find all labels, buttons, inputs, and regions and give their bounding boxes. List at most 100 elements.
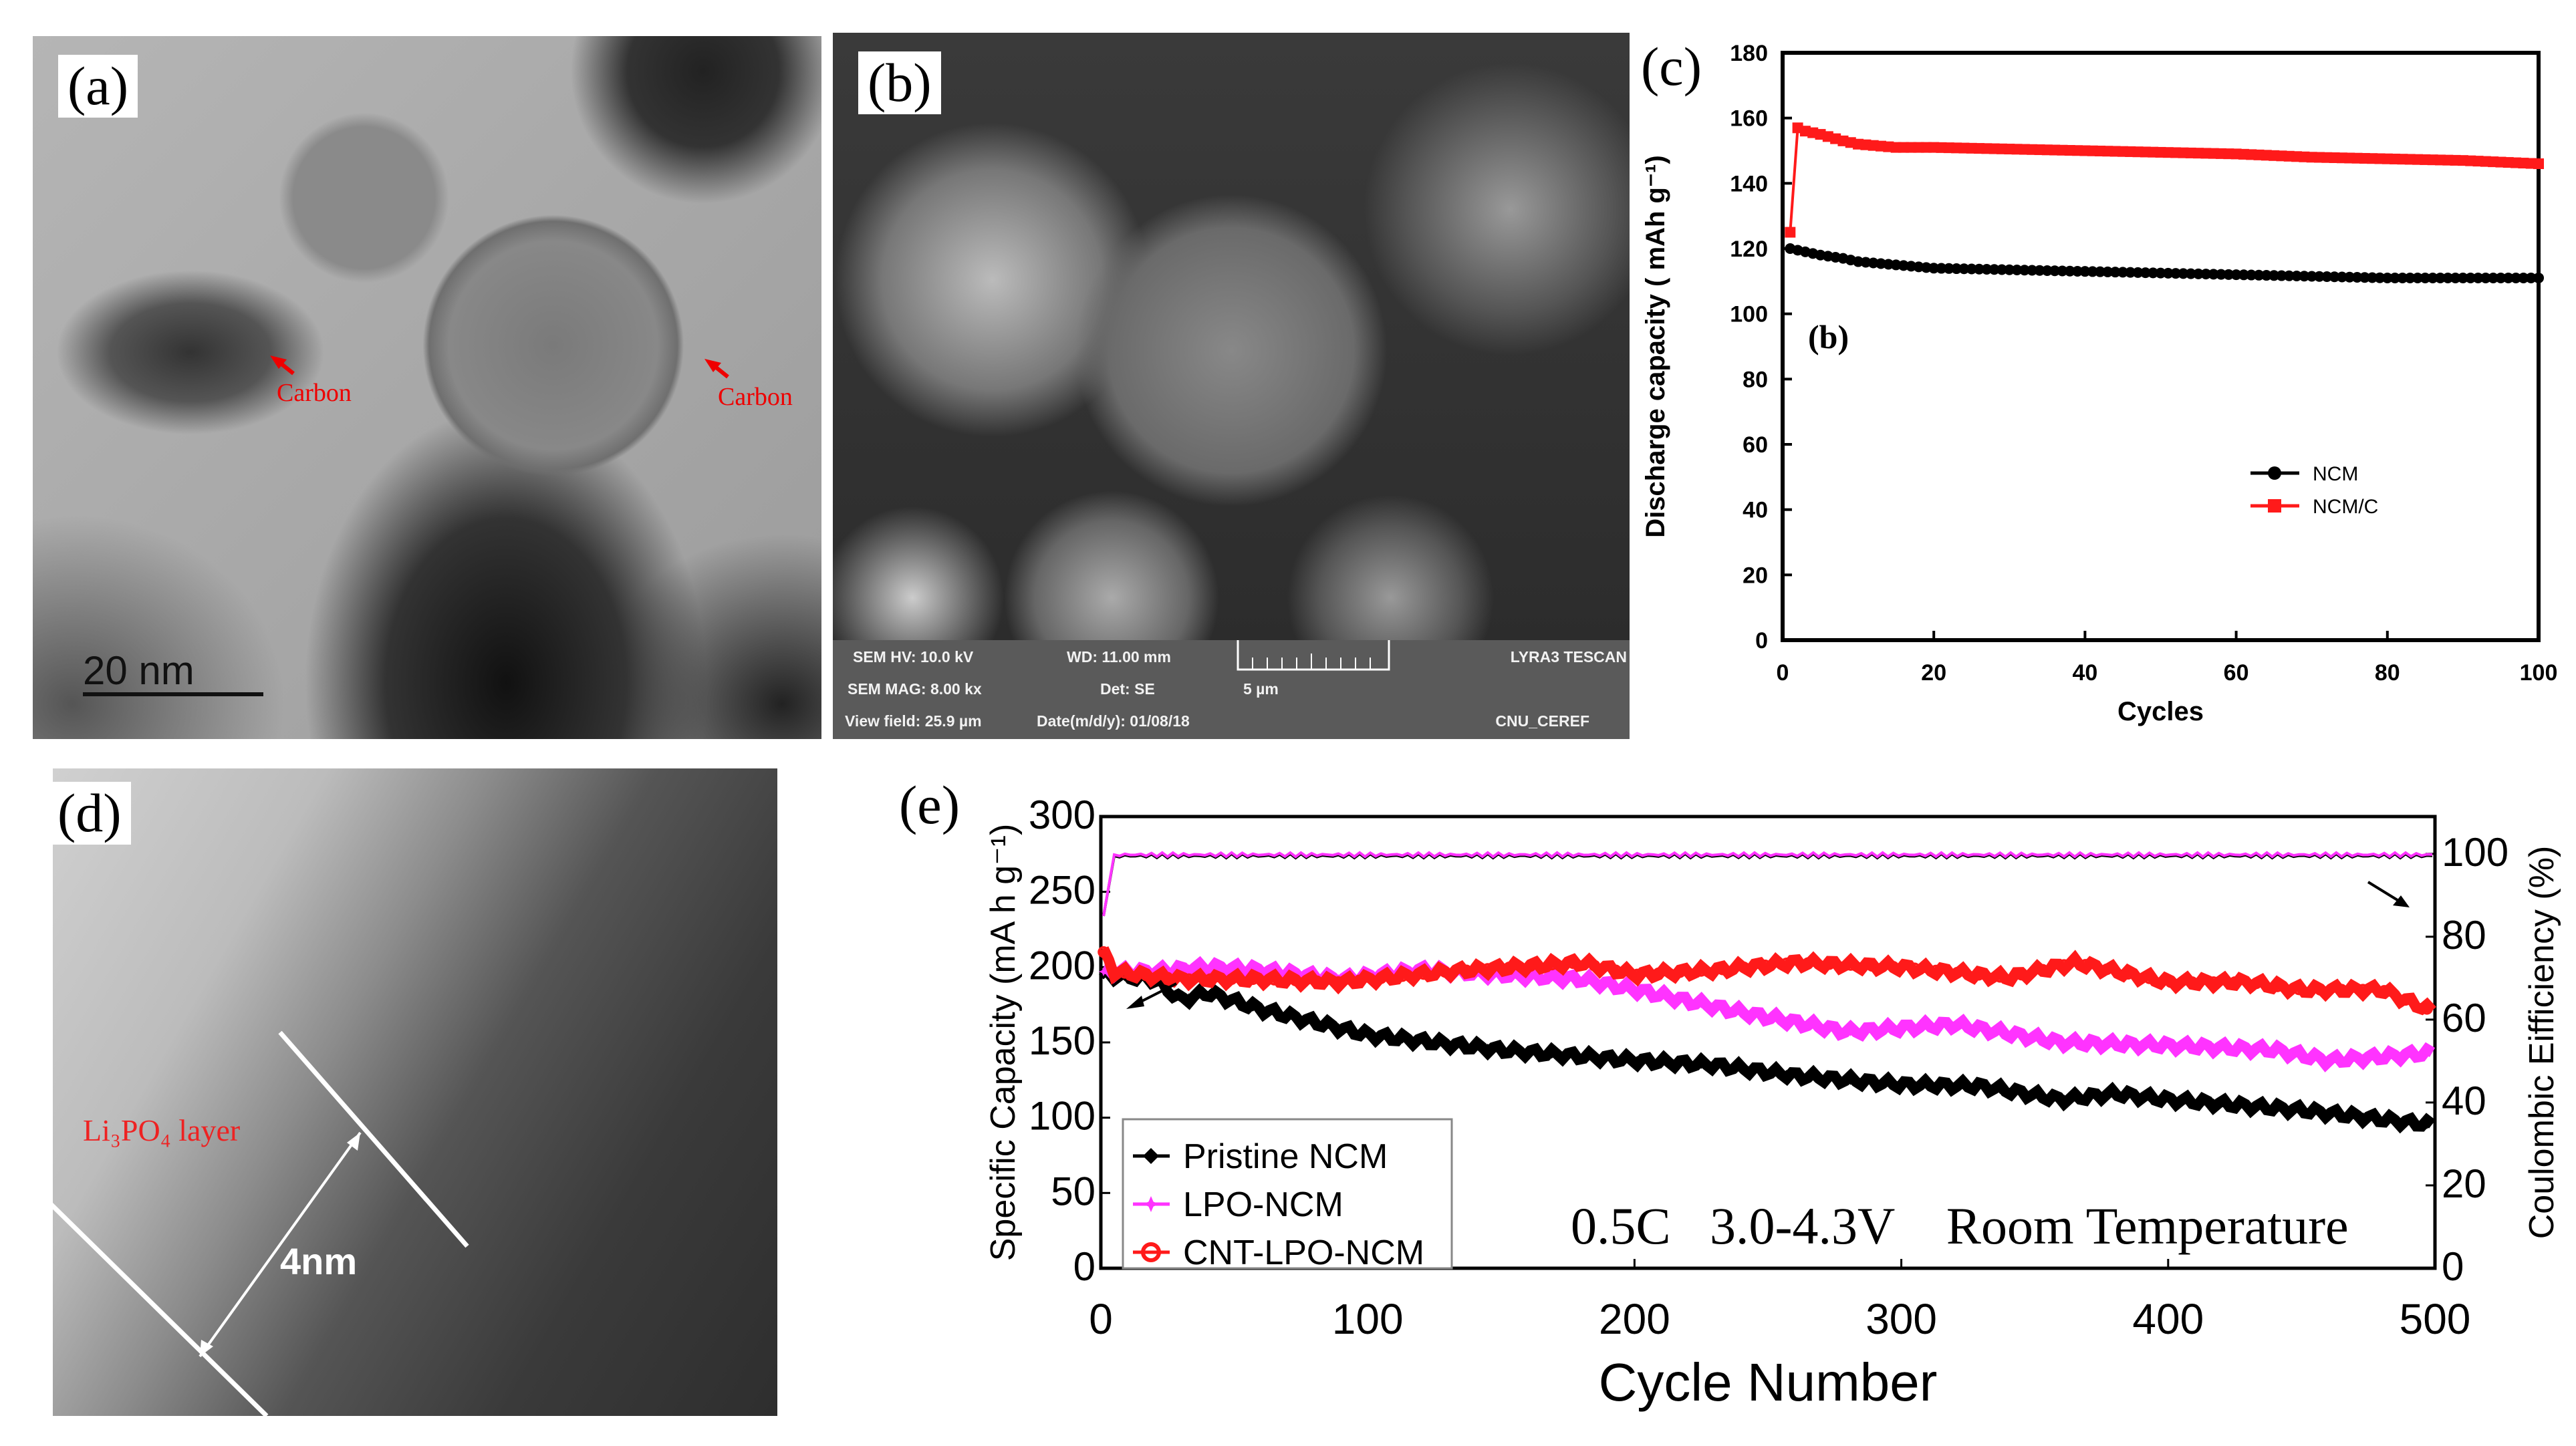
data-point	[1781, 1069, 1791, 1079]
data-point	[2081, 1038, 2091, 1048]
data-point	[2299, 271, 2310, 282]
data-point	[2144, 1040, 2154, 1050]
data-point	[1440, 1038, 1450, 1048]
data-point	[2442, 272, 2454, 283]
data-point	[2268, 499, 2281, 513]
data-point	[1182, 973, 1195, 986]
data-point	[1567, 957, 1579, 970]
data-point	[2421, 1003, 2433, 1015]
data-point	[1716, 963, 1728, 976]
data-point	[2404, 272, 2416, 283]
y-tick-label: 80	[1743, 367, 1768, 392]
y-tick-label: 250	[1029, 868, 1096, 913]
data-point	[2132, 267, 2144, 278]
data-point	[2207, 976, 2220, 988]
data-point	[1227, 964, 1237, 974]
data-point	[1781, 957, 1793, 970]
y-tick-label: 160	[1730, 106, 1768, 132]
data-point	[1461, 1041, 1471, 1051]
data-point	[2294, 1050, 2304, 1060]
data-point	[2187, 1042, 2197, 1052]
data-point	[2038, 1091, 2048, 1101]
legend-label: CNT-LPO-NCM	[1183, 1234, 1424, 1272]
legend-label: LPO-NCM	[1183, 1185, 1343, 1224]
data-point	[2230, 1100, 2240, 1110]
data-point	[1205, 962, 1215, 972]
data-point	[1867, 1077, 1877, 1087]
y-tick-label: 150	[1029, 1018, 1096, 1063]
y-tick-label: 40	[1743, 498, 1768, 523]
data-point	[2390, 272, 2401, 283]
data-point	[1995, 1027, 2005, 1037]
data-point	[1823, 958, 1835, 970]
data-point	[2306, 271, 2317, 282]
data-point	[2017, 1088, 2027, 1098]
data-point	[1098, 967, 1108, 977]
data-point	[1966, 263, 1977, 275]
data-point	[2472, 272, 2484, 283]
y-tick-label: 180	[1730, 41, 1768, 66]
data-point	[2250, 977, 2263, 990]
data-point	[2193, 268, 2204, 279]
sem-wd: WD: 11.00 mm	[1067, 648, 1171, 666]
data-point	[2015, 968, 2027, 981]
data-point	[2238, 269, 2249, 281]
data-point	[2208, 1098, 2218, 1108]
data-point	[1928, 263, 1940, 274]
data-point	[1460, 964, 1472, 976]
data-point	[1951, 263, 1962, 275]
data-point	[2351, 271, 2363, 283]
data-point	[2261, 270, 2272, 281]
data-point	[1568, 974, 1578, 984]
data-point	[1824, 1073, 1834, 1083]
data-point	[2251, 1044, 2261, 1054]
legend-label: NCM/C	[2313, 496, 2378, 518]
sem-scale-label: 5 µm	[1243, 680, 1279, 698]
carbon-arrowhead-1	[270, 355, 287, 369]
data-point	[2095, 266, 2106, 277]
data-point	[2101, 1038, 2111, 1048]
carbon-arrowhead-2	[704, 359, 721, 372]
data-point	[1951, 966, 1964, 979]
data-point	[2004, 264, 2015, 275]
x-tick-label: 40	[2072, 660, 2097, 686]
data-point	[1952, 1080, 1962, 1091]
data-point	[1632, 1056, 1642, 1066]
data-point	[2187, 1097, 2197, 1107]
data-point	[2335, 984, 2348, 996]
data-point	[2291, 271, 2303, 282]
series-line-CNT-LPO-NCM	[1098, 946, 2436, 1016]
data-point	[2359, 272, 2370, 283]
li3po4-layer-label: Li₃PO₄ layer	[83, 1113, 241, 1147]
x-axis-label: Cycles	[2117, 697, 2204, 726]
data-point	[2251, 1102, 2261, 1112]
data-point	[1419, 1036, 1429, 1046]
data-point	[1375, 972, 1387, 984]
data-point	[1589, 977, 1599, 987]
panel-label-e: (e)	[899, 774, 960, 836]
data-point	[1675, 1058, 1685, 1068]
data-point	[2178, 268, 2189, 279]
y-tick-label: 140	[1730, 171, 1768, 196]
data-point	[2038, 1034, 2048, 1044]
sem-view-field: View field: 25.9 µm	[845, 712, 982, 730]
data-point	[1204, 973, 1216, 986]
data-point	[2223, 269, 2234, 280]
data-point	[2422, 1048, 2432, 1058]
data-point	[1418, 968, 1430, 980]
data-point	[2200, 269, 2212, 280]
data-point	[1247, 973, 1259, 986]
data-point	[2336, 271, 2347, 283]
data-point	[1761, 1066, 1771, 1076]
data-point	[1354, 974, 1366, 986]
data-point	[2034, 265, 2045, 276]
data-point	[2087, 266, 2098, 277]
data-point	[2230, 1043, 2240, 1053]
data-point	[1632, 985, 1642, 995]
data-point	[1718, 1061, 1728, 1071]
data-point	[2072, 265, 2083, 277]
data-point	[2186, 976, 2198, 988]
data-point	[2079, 266, 2091, 277]
sem-scale-bar	[1237, 640, 1390, 671]
data-point	[2273, 1103, 2283, 1113]
